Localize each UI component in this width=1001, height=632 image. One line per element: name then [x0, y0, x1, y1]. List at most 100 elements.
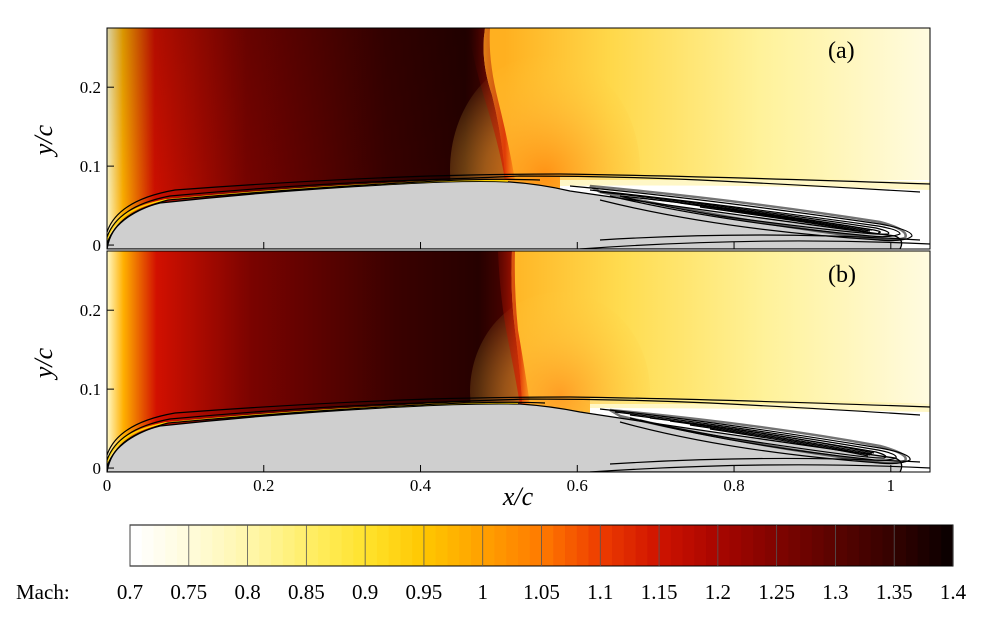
- panel-b-y-axis-label: y/c: [29, 347, 58, 381]
- colorbar-tick-label: 0.9: [352, 580, 378, 604]
- colorbar-tick-label: 0.95: [406, 580, 443, 604]
- colorbar-swatch: [353, 525, 366, 566]
- panel-b-frame: [106, 250, 931, 473]
- colorbar-swatch: [271, 525, 284, 566]
- colorbar-swatch: [858, 525, 872, 566]
- colorbar-swatch: [470, 525, 484, 566]
- panel-a-ytick-label: 0.1: [80, 157, 101, 176]
- colorbar-tick-label: 1.25: [758, 580, 795, 604]
- mach-colorbar: 0.7 0.75 0.8 0.85 0.9 0.95 1 1.05 1.1 1.15 1.2 1.25…: [117, 524, 967, 604]
- colorbar-swatch: [400, 525, 413, 566]
- colorbar-swatch: [188, 525, 202, 566]
- colorbar-swatch: [788, 525, 801, 566]
- xtick-label: 0.8: [723, 476, 744, 495]
- panel-a-label: (a): [828, 38, 855, 64]
- colorbar-tick-label: 1.3: [822, 580, 848, 604]
- colorbar-swatch: [329, 525, 343, 566]
- panel-b: [107, 251, 930, 472]
- panel-b-shock: [498, 251, 530, 405]
- colorbar-swatch: [365, 525, 378, 566]
- panel-a-wake-edge: [560, 176, 930, 190]
- colorbar-swatch: [929, 525, 942, 566]
- colorbar-swatch: [177, 525, 190, 566]
- colorbar-swatch: [423, 525, 437, 566]
- colorbar-swatch: [235, 525, 249, 566]
- colorbar-swatch: [459, 525, 472, 566]
- colorbar-swatch: [412, 525, 425, 566]
- colorbar-swatch: [565, 525, 578, 566]
- colorbar-swatch: [130, 525, 143, 566]
- panel-a-frame: [106, 27, 931, 250]
- colorbar-swatch: [600, 525, 613, 566]
- colorbar-label: Mach:: [16, 580, 70, 604]
- colorbar-swatch: [247, 525, 260, 566]
- panel-a-ytick-label: 0: [93, 236, 102, 255]
- colorbar-swatch: [776, 525, 789, 566]
- colorbar-swatch: [882, 525, 895, 566]
- panel-a-ytick-label: 0.2: [80, 78, 101, 97]
- colorbar-swatch: [153, 525, 166, 566]
- colorbar-swatch: [823, 525, 837, 566]
- colorbar-swatch: [905, 525, 919, 566]
- colorbar-swatch: [165, 525, 178, 566]
- colorbar-swatch: [741, 525, 754, 566]
- xtick-label: 0.6: [567, 476, 588, 495]
- panel-a-streamlines: [107, 173, 930, 249]
- colorbar-swatch: [835, 525, 848, 566]
- panel-b-ytick-label: 0: [93, 459, 102, 478]
- colorbar-swatch: [917, 525, 931, 566]
- colorbar-swatch: [141, 525, 155, 566]
- colorbar-tick-label: 1.2: [705, 580, 731, 604]
- colorbar-swatch: [612, 525, 625, 566]
- colorbar-swatch: [224, 525, 237, 566]
- colorbar-swatch: [717, 525, 731, 566]
- panel-b-separation-bubble: [609, 408, 907, 465]
- colorbar-tick-label: 0.8: [234, 580, 260, 604]
- colorbar-swatch: [376, 525, 390, 566]
- x-axis-label: x/c: [502, 482, 534, 511]
- panel-b-ytick-label: 0.1: [80, 380, 101, 399]
- colorbar-swatch: [553, 525, 566, 566]
- colorbar-tick-label: 1.35: [876, 580, 913, 604]
- colorbar-tick-label: 1.4: [940, 580, 967, 604]
- colorbar-swatch: [388, 525, 402, 566]
- colorbar-swatch: [682, 525, 695, 566]
- colorbar-swatch: [811, 525, 825, 566]
- xtick-label: 0.4: [410, 476, 432, 495]
- colorbar-swatch: [341, 525, 354, 566]
- colorbar-swatch: [506, 525, 519, 566]
- colorbar-swatch: [670, 525, 684, 566]
- colorbar-swatch: [576, 525, 590, 566]
- colorbar-swatch: [764, 525, 778, 566]
- colorbar-tick-label: 1.05: [523, 580, 560, 604]
- colorbar-tick-label: 1: [477, 580, 488, 604]
- colorbar-swatch: [623, 525, 637, 566]
- colorbar-swatch: [318, 525, 331, 566]
- colorbar-swatch: [647, 525, 660, 566]
- panel-a: [107, 28, 930, 249]
- colorbar-swatch: [694, 525, 707, 566]
- colorbar-swatch: [517, 525, 531, 566]
- colorbar-swatch: [494, 525, 507, 566]
- colorbar-swatch: [294, 525, 307, 566]
- colorbar-tick-label: 1.1: [587, 580, 613, 604]
- panel-b-label: (b): [828, 262, 856, 288]
- colorbar-swatch: [588, 525, 601, 566]
- panel-a-separation-bubble: [589, 184, 907, 242]
- colorbar-swatch: [282, 525, 296, 566]
- colorbar-tick-label: 1.15: [641, 580, 678, 604]
- colorbar-swatch: [729, 525, 742, 566]
- colorbar-swatch: [753, 525, 766, 566]
- colorbar-swatch: [635, 525, 648, 566]
- colorbar-swatch: [800, 525, 813, 566]
- xtick-label: 0: [103, 476, 112, 495]
- xtick-label: 0.2: [253, 476, 274, 495]
- colorbar-swatch: [941, 525, 954, 566]
- panel-a-y-axis-label: y/c: [29, 124, 58, 158]
- colorbar-swatch: [200, 525, 213, 566]
- colorbar-swatch: [706, 525, 719, 566]
- colorbar-swatch: [847, 525, 860, 566]
- colorbar-swatch: [212, 525, 225, 566]
- panel-b-ytick-label: 0.2: [80, 301, 101, 320]
- colorbar-tick-label: 0.85: [288, 580, 325, 604]
